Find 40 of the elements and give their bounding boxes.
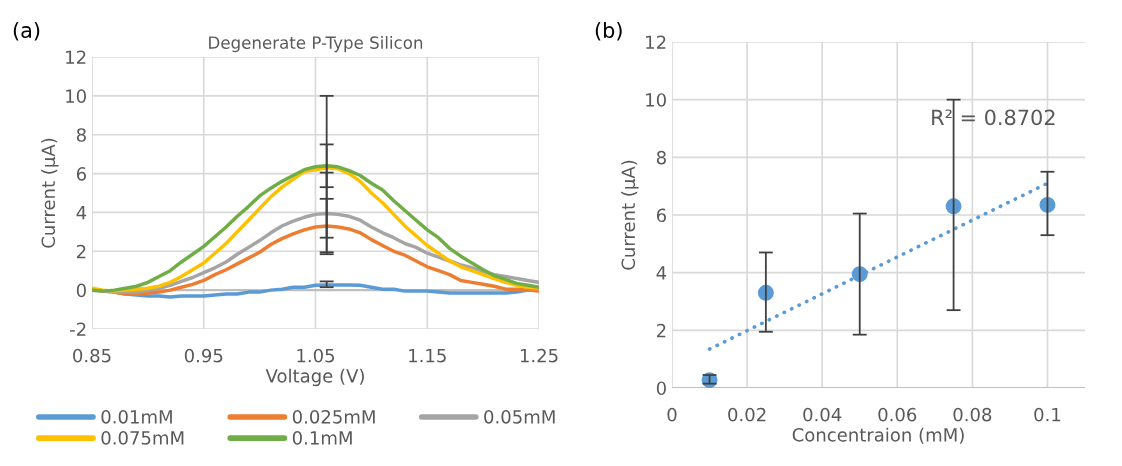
y-tick-label: 4	[656, 266, 667, 280]
x-tick-label: 0.04	[803, 407, 842, 422]
y-tick-label: 8	[656, 150, 666, 165]
x-tick-label: 1.15	[409, 349, 446, 363]
y-axis-title: Current (µA)	[41, 138, 59, 248]
x-tick-label: 0.85	[73, 348, 111, 363]
y-tick-label: 4	[76, 206, 87, 220]
point	[1039, 196, 1056, 213]
y-tick-label: -2	[70, 322, 86, 336]
y-tick-label: 10	[66, 89, 86, 103]
x-axis-title: Voltage (V)	[265, 368, 364, 387]
legend-label: 0.01mM	[101, 409, 172, 424]
y-axis-title: Current (µA)	[621, 160, 639, 270]
y-tick-label: 6	[76, 167, 86, 181]
legend-label: 0.05mM	[484, 409, 555, 424]
x-tick-label: 0.02	[728, 407, 766, 422]
legend-label: 0.1mM	[292, 431, 352, 445]
x-axis-title: Concentraion (mM)	[792, 427, 964, 444]
annotation: R² = 0.8702	[932, 109, 1055, 126]
x-tick-label: 1.25	[520, 348, 558, 363]
y-tick-label: 0	[76, 283, 86, 298]
text: (a)	[13, 21, 40, 41]
x-tick-label: 0.08	[953, 407, 992, 422]
text: (b)	[595, 21, 622, 41]
y-tick-label: 8	[76, 128, 86, 142]
x-tick-label: 1.05	[297, 348, 335, 363]
x-tick-label: 0.06	[878, 407, 917, 422]
y-tick-label: 6	[656, 208, 666, 223]
chart-title: Degenerate P-Type Silicon	[209, 36, 423, 53]
y-tick-label: 2	[656, 323, 666, 338]
legend-label: 0.025mM	[292, 409, 375, 424]
x-tick-label: 0.1	[1034, 407, 1061, 422]
y-tick-label: 2	[76, 244, 86, 259]
x-tick-label: 0	[667, 407, 677, 422]
y-tick-label: 12	[646, 35, 666, 49]
y-tick-label: 10	[646, 93, 666, 107]
legend-label: 0.075mM	[101, 431, 184, 445]
x-tick-label: 0.95	[184, 348, 223, 363]
y-tick-label: 12	[66, 50, 86, 64]
y-tick-label: 0	[656, 381, 666, 396]
